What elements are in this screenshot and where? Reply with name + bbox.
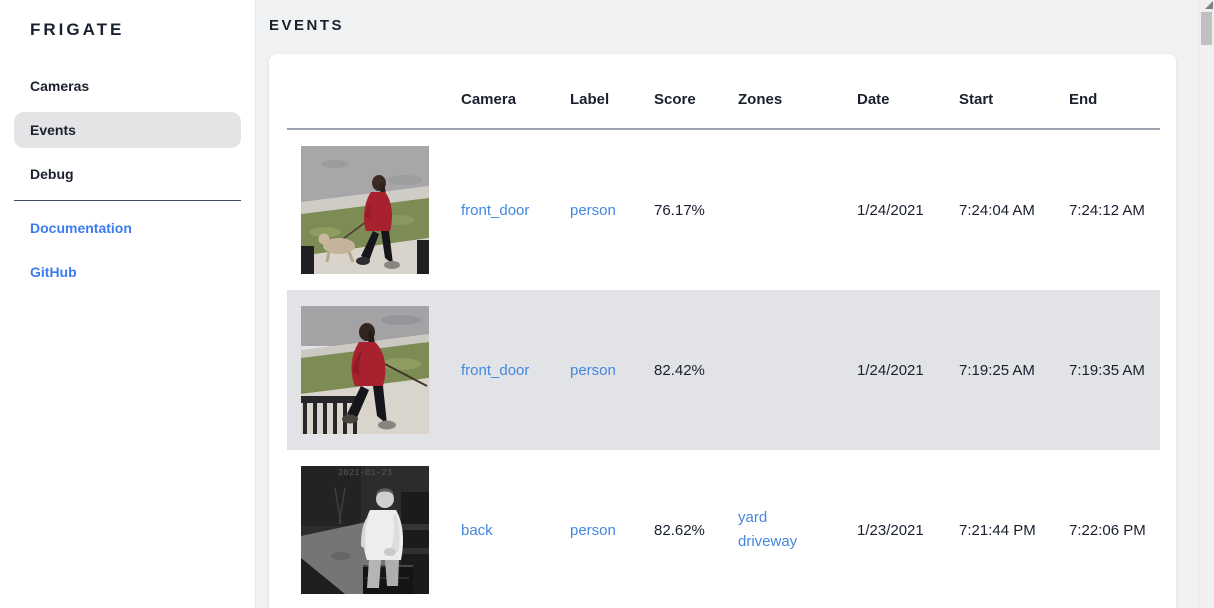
column-header-thumbnail xyxy=(287,91,461,108)
sidebar-divider xyxy=(14,200,241,201)
thumbnail-image-person-closeup xyxy=(301,306,429,434)
event-date: 1/24/2021 xyxy=(857,361,924,379)
event-zone-link[interactable]: driveway xyxy=(738,533,798,550)
event-date: 1/24/2021 xyxy=(857,201,924,219)
column-header-date: Date xyxy=(857,91,890,108)
event-start-time: 7:19:25 AM xyxy=(959,361,1035,379)
sidebar-item-events[interactable]: Events xyxy=(14,112,241,148)
table-row[interactable]: front_door person 76.17% 1/24/2021 7:24:… xyxy=(287,130,1160,290)
event-label-link[interactable]: person xyxy=(570,521,616,539)
column-header-start: Start xyxy=(959,91,994,108)
event-zone-link[interactable]: yard xyxy=(738,509,768,526)
event-camera-link[interactable]: back xyxy=(461,521,493,539)
sidebar-item-cameras[interactable]: Cameras xyxy=(30,78,90,94)
event-thumbnail[interactable]: 2021-01-23 xyxy=(301,466,429,594)
sidebar-link-github[interactable]: GitHub xyxy=(30,264,77,280)
events-table: Camera Label Score Zones Date Start End xyxy=(269,54,1176,608)
sidebar-link-documentation[interactable]: Documentation xyxy=(30,220,132,236)
table-row[interactable]: 2021-01-23 back person 82.62% yard drive… xyxy=(287,450,1160,608)
event-label-link[interactable]: person xyxy=(570,201,616,219)
event-score: 82.42% xyxy=(654,361,705,379)
event-score: 82.62% xyxy=(654,521,705,539)
event-camera-link[interactable]: front_door xyxy=(461,201,530,219)
column-header-score: Score xyxy=(654,91,696,108)
event-score: 76.17% xyxy=(654,201,705,219)
scrollbar-thumb[interactable] xyxy=(1201,12,1212,45)
event-zones: yard driveway xyxy=(738,506,857,554)
thumbnail-image-person-dog xyxy=(301,146,429,274)
column-header-camera: Camera xyxy=(461,91,517,108)
main-content: EVENTS Camera Label Score Zones Date Sta… xyxy=(256,0,1198,608)
sidebar-nav: Cameras Events Debug xyxy=(14,68,241,192)
thumbnail-image-night-person: 2021-01-23 xyxy=(301,466,429,594)
app-title: FRIGATE xyxy=(30,20,125,39)
event-end-time: 7:24:12 AM xyxy=(1069,201,1145,219)
events-card: Camera Label Score Zones Date Start End xyxy=(269,54,1176,608)
sidebar-item-debug[interactable]: Debug xyxy=(30,166,74,182)
event-end-time: 7:19:35 AM xyxy=(1069,361,1145,379)
vertical-scrollbar[interactable] xyxy=(1198,0,1214,608)
event-date: 1/23/2021 xyxy=(857,521,924,539)
page-title: EVENTS xyxy=(269,17,345,34)
sidebar: FRIGATE Cameras Events Debug Documentati… xyxy=(0,0,256,608)
column-header-zones: Zones xyxy=(738,91,783,108)
column-header-label: Label xyxy=(570,91,610,108)
event-start-time: 7:21:44 PM xyxy=(959,521,1036,539)
event-camera-link[interactable]: front_door xyxy=(461,361,530,379)
table-row-highlighted[interactable]: front_door person 82.42% 1/24/2021 7:19:… xyxy=(287,290,1160,450)
column-header-end: End xyxy=(1069,91,1098,108)
event-thumbnail[interactable] xyxy=(301,146,429,274)
scroll-corner-icon xyxy=(1205,1,1213,9)
event-end-time: 7:22:06 PM xyxy=(1069,521,1146,539)
event-thumbnail[interactable] xyxy=(301,306,429,434)
event-label-link[interactable]: person xyxy=(570,361,616,379)
event-start-time: 7:24:04 AM xyxy=(959,201,1035,219)
camera-timestamp-overlay: 2021-01-23 xyxy=(338,468,392,478)
table-header-row: Camera Label Score Zones Date Start End xyxy=(287,54,1160,130)
